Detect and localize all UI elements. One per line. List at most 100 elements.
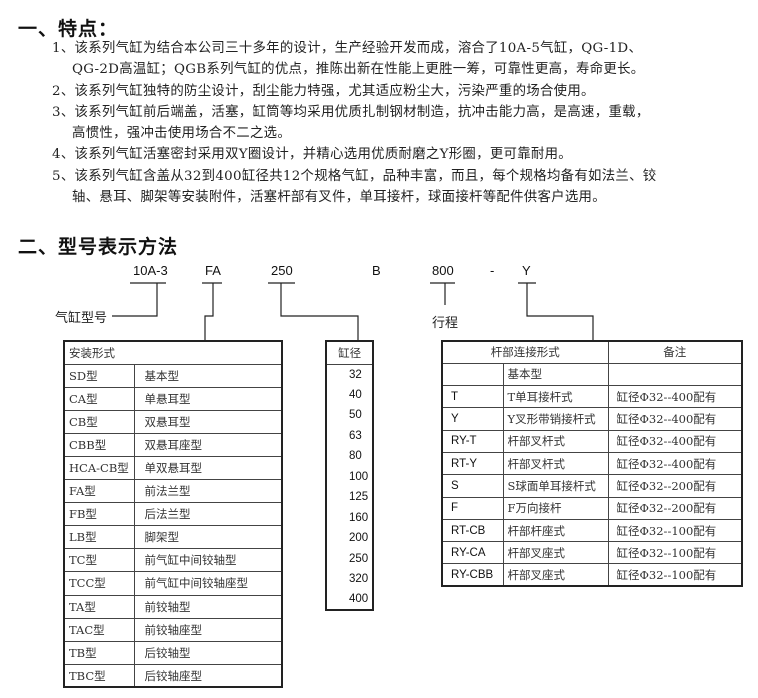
bore-value: 63 <box>349 429 362 442</box>
bore-value: 80 <box>349 450 362 463</box>
rod-remark: 缸径Φ32--400配有 <box>607 451 743 476</box>
rod-code <box>441 362 504 387</box>
table-row: CBB型 双悬耳座型 <box>63 432 283 457</box>
rod-remark: 缸径Φ32--400配有 <box>607 385 743 409</box>
rod-remark: 缸径Φ32--100配有 <box>607 563 743 587</box>
mount-desc: 双悬耳型 <box>133 409 283 434</box>
feature-item: 1、该系列气缸为结合本公司三十多年的设计，生产经验开发而成，溶合了10A-5气缸… <box>52 41 645 78</box>
rod-code: Y <box>441 407 504 431</box>
mount-desc: 前法兰型 <box>133 479 283 504</box>
table-row: TCC型 前气缸中间铰轴座型 <box>63 571 283 596</box>
mount-code: TC型 <box>63 548 135 573</box>
table-row: 80 <box>326 446 373 467</box>
rod-remark: 缸径Φ32--200配有 <box>607 496 743 520</box>
rod-desc: 杆部叉杆式 <box>502 429 609 453</box>
table-row: HCA-CB型 单双悬耳型 <box>63 455 283 481</box>
mount-code: TB型 <box>63 640 135 665</box>
rod-remark <box>607 362 743 387</box>
table-row: TAC型 前铰轴座型 <box>63 617 283 642</box>
mount-desc: 脚架型 <box>133 525 283 550</box>
bore-value: 160 <box>349 511 369 524</box>
bore-value: 200 <box>349 532 369 545</box>
mount-desc: 双悬耳座型 <box>133 432 283 457</box>
bore-value: 400 <box>349 593 369 606</box>
rod-code: RY-CA <box>441 541 504 565</box>
rod-code: S <box>441 474 504 498</box>
rod-desc: S球面单耳接杆式 <box>502 474 609 498</box>
rod-desc: 杆部叉座式 <box>502 563 609 587</box>
mount-type-table: 安装形式 SD型 基本型 CA型 单悬耳型 CB型 双悬耳型 CBB型 双悬耳座型 HCA-CB… <box>63 340 283 689</box>
mount-table-header: 安装形式 <box>63 340 283 365</box>
rod-remark: 缸径Φ32--100配有 <box>607 541 743 565</box>
table-row: TB型 后铰轴型 <box>63 640 283 665</box>
rod-desc: 杆部叉座式 <box>502 541 609 565</box>
rod-desc: T单耳接杆式 <box>502 385 609 409</box>
mount-code: HCA-CB型 <box>63 455 135 481</box>
table-row: 100 <box>326 467 373 488</box>
bore-value: 125 <box>349 491 369 504</box>
rod-remark: 缸径Φ32--400配有 <box>607 407 743 431</box>
bore-value: 250 <box>349 552 369 565</box>
bore-value: 320 <box>349 573 369 586</box>
rod-desc: F万向接杆 <box>502 496 609 520</box>
mount-code: CA型 <box>63 386 135 411</box>
table-row: RT-Y 杆部叉杆式 缸径Φ32--400配有 <box>441 451 743 476</box>
table-row: TA型 前铰轴型 <box>63 594 283 619</box>
mount-desc: 后铰轴型 <box>133 640 283 665</box>
table-row: TBC型 后铰轴座型 <box>63 663 283 688</box>
code-stroke: 800 <box>432 263 454 278</box>
rod-code: RT-Y <box>441 451 504 476</box>
mount-code: CB型 <box>63 409 135 434</box>
mount-desc: 前铰轴型 <box>133 594 283 619</box>
feature-item: 4、该系列气缸活塞密封采用双Y圈设计，并精心选用优质耐磨之Y形圈，更可靠耐用。 <box>52 147 572 163</box>
mount-desc: 前气缸中间铰轴型 <box>133 548 283 573</box>
table-row: 200 <box>326 528 373 549</box>
table-row: F F万向接杆 缸径Φ32--200配有 <box>441 496 743 520</box>
label-stroke: 行程 <box>432 316 459 331</box>
rod-code: RY-CBB <box>441 563 504 587</box>
table-row: 63 <box>326 426 373 447</box>
table-row: 400 <box>326 590 373 611</box>
code-b: B <box>372 263 381 278</box>
table-row: 125 <box>326 487 373 508</box>
rod-remark: 缸径Φ32--100配有 <box>607 518 743 543</box>
table-row: RY-T 杆部叉杆式 缸径Φ32--400配有 <box>441 429 743 453</box>
code-series: 10A-3 <box>133 263 168 278</box>
table-row: 40 <box>326 385 373 406</box>
table-row: RY-CA 杆部叉座式 缸径Φ32--100配有 <box>441 541 743 565</box>
rod-desc: 基本型 <box>502 362 609 387</box>
table-row: 32 <box>326 364 373 385</box>
mount-desc: 前气缸中间铰轴座型 <box>133 571 283 596</box>
bore-value: 50 <box>349 409 362 422</box>
label-series: 气缸型号 <box>55 311 108 326</box>
bore-value: 32 <box>349 368 362 381</box>
mount-desc: 后法兰型 <box>133 502 283 527</box>
mount-code: FB型 <box>63 502 135 527</box>
mount-code: TBC型 <box>63 663 135 688</box>
mount-code: FA型 <box>63 479 135 504</box>
mount-desc: 单双悬耳型 <box>133 455 283 481</box>
mount-desc: 前铰轴座型 <box>133 617 283 642</box>
feature-item: 3、该系列气缸前后端盖，活塞，缸筒等均采用优质扎制钢材制造，抗冲击能力高，是高速… <box>52 104 650 142</box>
table-row: RY-CBB 杆部叉座式 缸径Φ32--100配有 <box>441 563 743 587</box>
table-row: LB型 脚架型 <box>63 525 283 550</box>
table-row: CB型 双悬耳型 <box>63 409 283 434</box>
table-row: S S球面单耳接杆式 缸径Φ32--200配有 <box>441 474 743 498</box>
code-dash: - <box>490 263 495 278</box>
section-title-model: 二、型号表示方法 <box>18 236 179 258</box>
mount-code: SD型 <box>63 363 135 388</box>
mount-code: TA型 <box>63 594 135 619</box>
code-mount: FA <box>205 263 221 278</box>
table-row: 320 <box>326 569 373 590</box>
table-row: TC型 前气缸中间铰轴型 <box>63 548 283 573</box>
feature-item: 2、该系列气缸独特的防尘设计，刮尘能力特强，尤其适应粉尘大，污染严重的场合使用。 <box>52 83 595 99</box>
rod-connection-table: 杆部连接形式 备注 基本型 T T单耳接杆式 缸径Φ32--400配有 Y Y叉形带销接杆式… <box>441 340 743 588</box>
table-row: FB型 后法兰型 <box>63 502 283 527</box>
rod-table-header: 杆部连接形式 <box>441 340 609 364</box>
mount-code: TAC型 <box>63 617 135 642</box>
mount-desc: 基本型 <box>133 363 283 388</box>
table-row: RT-CB 杆部杆座式 缸径Φ32--100配有 <box>441 518 743 543</box>
bore-value: 40 <box>349 388 362 401</box>
code-rod: Y <box>522 263 531 278</box>
